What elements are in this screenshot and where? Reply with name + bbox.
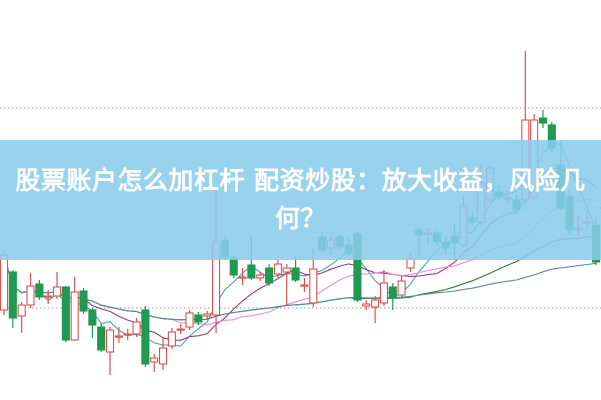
- candle-up: [167, 331, 176, 347]
- candle-up: [203, 313, 212, 317]
- candle-up: [273, 263, 282, 275]
- headline-banner: 股票账户怎么加杠杆 配资炒股：放大收益，风险几 何？: [0, 140, 601, 260]
- candle-up: [44, 295, 53, 298]
- candle-up: [150, 357, 159, 363]
- candle-down: [538, 117, 548, 124]
- candle-down: [88, 309, 97, 326]
- headline-line-1: 股票账户怎么加杠杆 配资炒股：放大收益，风险几: [15, 166, 586, 195]
- candle-up: [362, 303, 371, 307]
- candle-down: [35, 283, 44, 298]
- candle-up: [70, 291, 79, 341]
- candle-up: [185, 312, 194, 328]
- candle-up: [114, 335, 123, 338]
- candle-up: [52, 286, 62, 297]
- candle-up: [123, 333, 132, 336]
- candle-up: [158, 347, 168, 365]
- candle-up: [176, 328, 185, 331]
- candle-down: [141, 309, 150, 365]
- candle-down: [8, 271, 17, 319]
- candle-up: [0, 254, 9, 311]
- headline-line-2: 何？: [274, 204, 326, 233]
- candle-up: [17, 304, 26, 317]
- candle-up: [26, 285, 35, 306]
- candle-up: [132, 321, 141, 335]
- candle-down: [194, 314, 203, 323]
- candle-down: [97, 326, 106, 351]
- candle-down: [291, 267, 300, 281]
- candle-up: [406, 258, 415, 269]
- candle-up: [300, 284, 309, 287]
- candle-down: [388, 286, 397, 299]
- candle-up: [379, 282, 388, 304]
- candle-down: [61, 286, 70, 341]
- candle-up: [282, 267, 291, 273]
- candle-up: [371, 299, 380, 308]
- candle-down: [247, 264, 256, 279]
- moving-average-line-ma60: [3, 254, 597, 321]
- candle-up: [256, 274, 265, 279]
- candle-up: [397, 280, 406, 296]
- candle-up: [309, 268, 318, 304]
- candle-up: [238, 276, 247, 279]
- candle-down: [79, 290, 88, 312]
- candle-up: [105, 329, 115, 353]
- candle-down: [229, 257, 238, 276]
- candle-down: [265, 267, 274, 284]
